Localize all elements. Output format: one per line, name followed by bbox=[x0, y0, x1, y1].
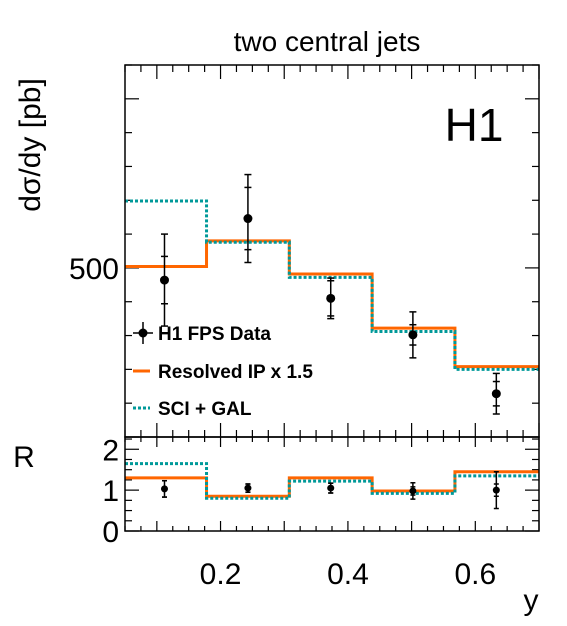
x-tick-label: 0.2 bbox=[200, 558, 242, 591]
experiment-logo: H1 bbox=[445, 99, 504, 151]
ratio-series bbox=[125, 462, 539, 500]
data-point bbox=[327, 484, 335, 492]
x-tick-label: 0.4 bbox=[327, 558, 369, 591]
legend-label: SCI + GAL bbox=[158, 399, 252, 420]
top-y-tick-labels: 500 bbox=[69, 253, 119, 286]
top-data-points bbox=[159, 173, 501, 415]
ratio-x-ticks bbox=[124, 437, 540, 531]
legend-marker bbox=[138, 328, 148, 338]
data-point bbox=[492, 486, 500, 494]
y-tick-label: 500 bbox=[69, 253, 119, 286]
ratio-panel: R 0 1 2 0.2 0.4 0.6 y bbox=[13, 434, 540, 617]
data-point bbox=[243, 214, 253, 224]
series-line bbox=[125, 239, 539, 369]
data-point bbox=[408, 330, 418, 340]
y-axis-label: dσ/dy [pb] bbox=[14, 78, 47, 212]
legend: H1 FPS Data Resolved IP x 1.5 SCI + GAL bbox=[133, 322, 313, 420]
data-point bbox=[491, 389, 501, 399]
data-point bbox=[326, 293, 336, 303]
y-tick-label: 1 bbox=[102, 475, 119, 508]
ratio-x-tick-labels: 0.2 0.4 0.6 bbox=[200, 558, 496, 591]
x-tick-label: 0.6 bbox=[454, 558, 496, 591]
data-point bbox=[409, 487, 417, 495]
series-line bbox=[125, 462, 539, 500]
ratio-y-tick-labels: 0 1 2 bbox=[102, 434, 119, 549]
legend-label: Resolved IP x 1.5 bbox=[158, 362, 313, 383]
top-panel: two central jets dσ/dy [pb] 500 H1 H1 FP… bbox=[14, 26, 540, 438]
data-point bbox=[160, 485, 168, 493]
y-tick-label: 2 bbox=[102, 434, 119, 467]
ratio-plot-frame bbox=[124, 436, 540, 532]
legend-label: H1 FPS Data bbox=[158, 324, 271, 345]
data-point bbox=[159, 275, 169, 285]
y-tick-label: 0 bbox=[102, 516, 119, 549]
data-point bbox=[244, 484, 252, 492]
x-axis-label: y bbox=[524, 584, 539, 617]
ratio-data-points bbox=[160, 470, 500, 510]
ratio-y-axis-label: R bbox=[13, 441, 35, 474]
chart-title: two central jets bbox=[234, 26, 421, 57]
